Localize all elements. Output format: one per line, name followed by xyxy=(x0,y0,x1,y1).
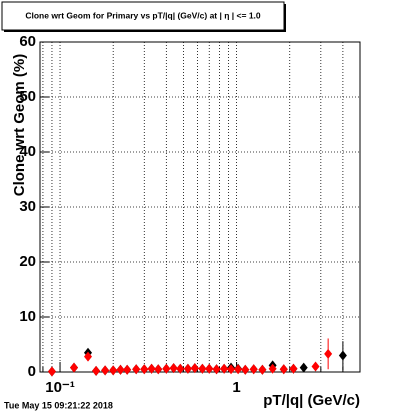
y-tick-label: 0 xyxy=(28,363,36,380)
data-point xyxy=(154,364,163,375)
data-point xyxy=(183,363,192,374)
data-point xyxy=(162,363,171,374)
x-tick-label: 10⁻¹ xyxy=(45,379,75,396)
data-point xyxy=(176,363,185,374)
data-point xyxy=(338,350,347,361)
data-point xyxy=(169,363,178,374)
data-point xyxy=(258,364,267,375)
data-point xyxy=(198,363,207,374)
timestamp: Tue May 15 09:21:22 2018 xyxy=(4,400,113,410)
data-point xyxy=(249,364,258,375)
x-axis-label: pT/|q| (GeV/c) xyxy=(263,392,360,409)
data-point xyxy=(289,363,298,374)
data-point xyxy=(299,362,308,373)
data-point xyxy=(324,348,333,359)
data-point xyxy=(311,361,320,372)
data-point xyxy=(241,364,250,375)
data-point xyxy=(190,363,199,374)
y-tick-label: 30 xyxy=(19,198,36,215)
data-point xyxy=(92,365,101,376)
data-point xyxy=(70,362,79,373)
chart-title: Clone wrt Geom for Primary vs pT/|q| (Ge… xyxy=(25,10,261,20)
data-point xyxy=(268,363,277,374)
y-tick-label: 50 xyxy=(19,88,36,105)
data-point xyxy=(83,351,92,362)
data-point xyxy=(220,363,229,374)
data-point xyxy=(140,364,149,375)
y-tick-label: 10 xyxy=(19,308,36,325)
data-point xyxy=(132,364,141,375)
data-point xyxy=(234,364,243,375)
data-point xyxy=(279,364,288,375)
data-point xyxy=(116,364,125,375)
data-point xyxy=(47,366,56,377)
data-point xyxy=(227,364,236,375)
data-point xyxy=(123,364,132,375)
y-tick-label: 20 xyxy=(19,253,36,270)
y-tick-label: 60 xyxy=(19,33,36,50)
data-point xyxy=(147,363,156,374)
data-point xyxy=(109,365,118,376)
data-point xyxy=(212,364,221,375)
y-tick-label: 40 xyxy=(19,143,36,160)
data-point xyxy=(205,363,214,374)
data-point xyxy=(101,365,110,376)
x-tick-label: 1 xyxy=(232,379,240,396)
title-box xyxy=(1,1,285,31)
y-axis-label: Clone wrt Geom (%) xyxy=(11,54,28,197)
